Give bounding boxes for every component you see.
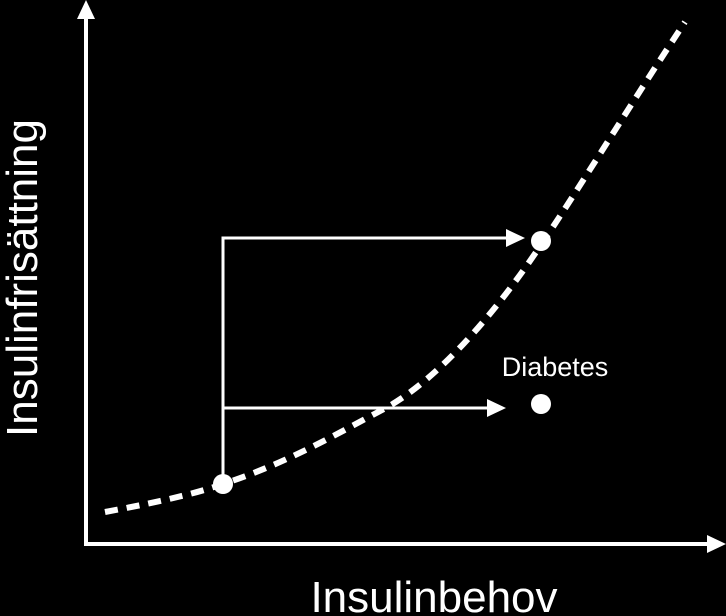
y-axis-arrowhead <box>77 0 95 19</box>
upper-arrow-line <box>221 236 520 484</box>
diabetes-label: Diabetes <box>502 352 609 382</box>
upper-arrowhead <box>506 229 525 247</box>
y-axis-label: Insulinfrisättning <box>0 119 47 437</box>
upper-point <box>531 231 551 251</box>
lower-arrowhead <box>487 399 506 417</box>
diabetes-point <box>531 394 551 414</box>
dashed-curve <box>104 20 688 515</box>
x-axis-arrowhead <box>707 535 726 553</box>
start-point <box>213 474 233 494</box>
x-axis-label: Insulinbehov <box>310 573 557 616</box>
